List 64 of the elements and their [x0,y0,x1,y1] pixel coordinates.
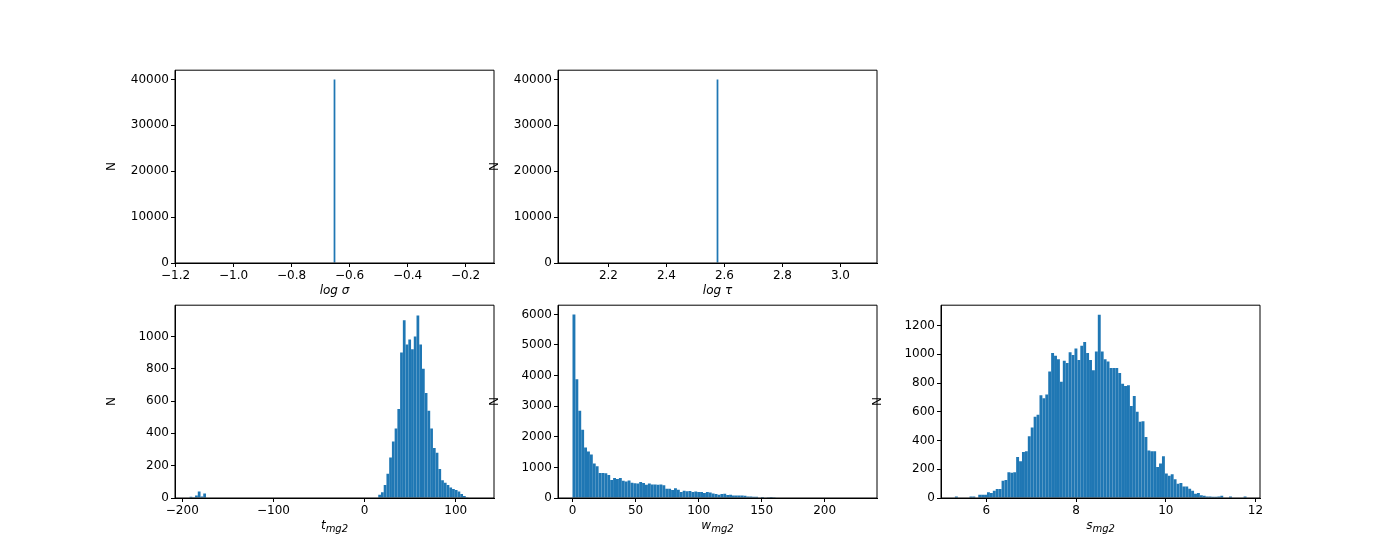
y-axis-title: N [104,162,119,172]
y-tick-label: 600 [146,393,169,408]
y-tick-label: 5000 [521,337,552,352]
x-tick-label: −100 [256,503,290,518]
y-tick-label: 3000 [521,398,552,413]
x-tick-label: 2.4 [656,268,677,283]
x-tick-label: 6 [982,503,991,518]
x-tick-label: 0 [568,503,577,518]
x-axis-title: w$_{mg2}$ [700,518,735,535]
x-tick-label: 0 [360,503,369,518]
x-tick-label: 2.8 [772,268,793,283]
y-tick-label: 0 [544,255,552,270]
y-tick-label: 200 [146,457,169,472]
x-axis-title: log τ [701,283,734,297]
x-tick-label: −200 [165,503,199,518]
y-tick-label: 200 [912,461,935,476]
y-tick-label: 20000 [513,163,552,178]
y-tick-label: 30000 [513,117,552,132]
y-tick-label: 10000 [130,209,169,224]
y-tick-label: 400 [146,425,169,440]
y-tick-label: 400 [912,432,935,447]
y-tick-label: 30000 [130,117,169,132]
y-tick-label: 600 [912,403,935,418]
y-tick-label: 40000 [513,71,552,86]
x-axis-title: s$_{mg2}$ [1085,518,1116,535]
y-axis-title: N [104,397,119,407]
x-tick-label: 2.6 [714,268,735,283]
x-tick-label: 2.2 [598,268,619,283]
x-tick-label: 12 [1247,503,1264,518]
x-axis-title: t$_{mg2}$ [319,518,350,535]
y-tick-label: 1200 [904,317,935,332]
y-tick-label: 4000 [521,367,552,382]
x-tick-label: 50 [627,503,644,518]
y-axis-title: N [487,162,502,172]
x-tick-label: −0.4 [393,268,423,283]
y-tick-label: 1000 [904,346,935,361]
y-tick-label: 10000 [513,209,552,224]
y-tick-label: 1000 [138,328,169,343]
x-tick-label: 100 [687,503,711,518]
y-tick-label: 0 [927,490,935,505]
y-tick-label: 800 [146,360,169,375]
x-tick-label: 3.0 [830,268,851,283]
y-axis-title: N [487,397,502,407]
x-tick-label: −0.8 [277,268,307,283]
x-tick-label: −0.2 [451,268,481,283]
x-tick-label: 150 [750,503,774,518]
x-axis-title: log σ [318,283,351,297]
y-tick-label: 1000 [521,459,552,474]
y-tick-label: 0 [161,490,169,505]
x-tick-label: −1.2 [161,268,191,283]
y-axis-title: N [870,397,885,407]
y-tick-label: 40000 [130,71,169,86]
x-tick-label: 200 [813,503,837,518]
y-tick-label: 800 [912,375,935,390]
y-tick-label: 6000 [521,306,552,321]
x-tick-label: 100 [444,503,468,518]
y-tick-label: 0 [544,490,552,505]
y-tick-label: 0 [161,255,169,270]
y-tick-label: 20000 [130,163,169,178]
y-tick-label: 2000 [521,428,552,443]
x-tick-label: −0.6 [335,268,365,283]
x-tick-label: −1.0 [219,268,249,283]
x-tick-label: 8 [1072,503,1080,518]
x-tick-label: 10 [1158,503,1174,518]
